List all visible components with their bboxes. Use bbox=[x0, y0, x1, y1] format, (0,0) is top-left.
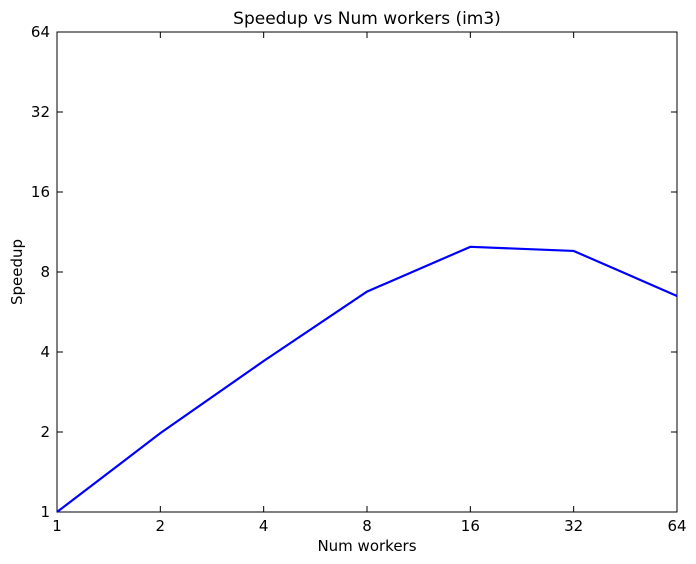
x-tick-label: 1 bbox=[52, 517, 62, 535]
x-tick-label: 64 bbox=[667, 517, 686, 535]
y-tick-label: 4 bbox=[40, 343, 50, 361]
x-tick-label: 4 bbox=[259, 517, 269, 535]
speedup-series-line bbox=[56, 245, 678, 513]
x-tick-label: 2 bbox=[156, 517, 166, 535]
y-axis-ticks: 1 2 4 8 16 32 64 bbox=[31, 23, 677, 521]
y-tick-label: 64 bbox=[31, 23, 50, 41]
y-tick-label: 8 bbox=[40, 263, 50, 281]
x-axis-label: Num workers bbox=[317, 537, 416, 555]
y-tick-label: 2 bbox=[40, 423, 50, 441]
y-tick-label: 32 bbox=[31, 103, 50, 121]
x-tick-label: 8 bbox=[362, 517, 372, 535]
y-tick-label: 1 bbox=[40, 503, 50, 521]
series-layer bbox=[56, 245, 678, 513]
x-axis-ticks: 1 2 4 8 16 32 64 bbox=[52, 32, 687, 535]
x-tick-label: 16 bbox=[461, 517, 480, 535]
y-tick-label: 16 bbox=[31, 183, 50, 201]
y-axis-label: Speedup bbox=[8, 239, 26, 305]
x-tick-label: 32 bbox=[564, 517, 583, 535]
chart-title: Speedup vs Num workers (im3) bbox=[233, 9, 501, 29]
